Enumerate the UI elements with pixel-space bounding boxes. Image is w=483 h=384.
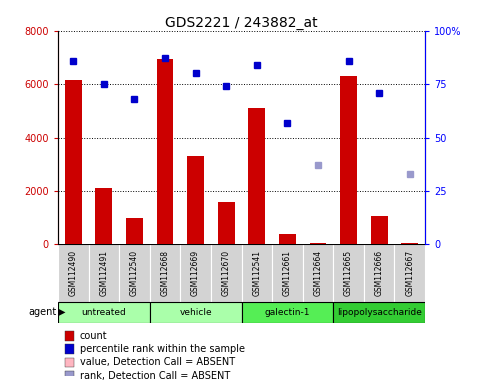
Text: GSM112666: GSM112666 xyxy=(375,250,384,296)
Bar xyxy=(58,244,88,301)
Bar xyxy=(279,233,296,244)
Text: vehicle: vehicle xyxy=(179,308,212,317)
Bar xyxy=(218,202,235,244)
Text: lipopolysaccharide: lipopolysaccharide xyxy=(337,308,422,317)
Text: GSM112665: GSM112665 xyxy=(344,250,353,296)
Bar xyxy=(364,244,395,301)
Bar xyxy=(58,301,150,323)
Bar xyxy=(395,244,425,301)
Bar xyxy=(272,244,303,301)
Text: GSM112669: GSM112669 xyxy=(191,250,200,296)
Bar xyxy=(180,244,211,301)
Bar xyxy=(242,244,272,301)
Text: ▶: ▶ xyxy=(57,307,65,317)
Bar xyxy=(333,301,425,323)
Text: GSM112668: GSM112668 xyxy=(160,250,170,296)
Title: GDS2221 / 243882_at: GDS2221 / 243882_at xyxy=(165,16,318,30)
Bar xyxy=(310,243,327,244)
Bar xyxy=(96,188,112,244)
Bar xyxy=(119,244,150,301)
Bar xyxy=(211,244,242,301)
Bar xyxy=(65,371,74,381)
Bar xyxy=(65,80,82,244)
Bar xyxy=(401,243,418,244)
Text: value, Detection Call = ABSENT: value, Detection Call = ABSENT xyxy=(80,358,235,367)
Bar xyxy=(303,244,333,301)
Text: agent: agent xyxy=(28,307,57,317)
Text: galectin-1: galectin-1 xyxy=(265,308,310,317)
Text: GSM112540: GSM112540 xyxy=(130,250,139,296)
Bar xyxy=(333,244,364,301)
Bar xyxy=(126,218,143,244)
Bar xyxy=(248,108,265,244)
Text: untreated: untreated xyxy=(82,308,126,317)
Bar xyxy=(65,344,74,354)
Bar xyxy=(156,59,173,244)
Text: GSM112664: GSM112664 xyxy=(313,250,323,296)
Text: GSM112490: GSM112490 xyxy=(69,250,78,296)
Bar xyxy=(150,244,180,301)
Bar xyxy=(65,358,74,367)
Text: percentile rank within the sample: percentile rank within the sample xyxy=(80,344,245,354)
Text: GSM112667: GSM112667 xyxy=(405,250,414,296)
Text: GSM112491: GSM112491 xyxy=(99,250,108,296)
Text: count: count xyxy=(80,331,108,341)
Bar xyxy=(65,331,74,341)
Bar xyxy=(340,76,357,244)
Text: GSM112670: GSM112670 xyxy=(222,250,231,296)
Text: GSM112541: GSM112541 xyxy=(252,250,261,296)
Bar xyxy=(371,216,387,244)
Text: rank, Detection Call = ABSENT: rank, Detection Call = ABSENT xyxy=(80,371,230,381)
Bar xyxy=(150,301,242,323)
Text: GSM112661: GSM112661 xyxy=(283,250,292,296)
Bar xyxy=(242,301,333,323)
Bar xyxy=(187,156,204,244)
Bar xyxy=(88,244,119,301)
